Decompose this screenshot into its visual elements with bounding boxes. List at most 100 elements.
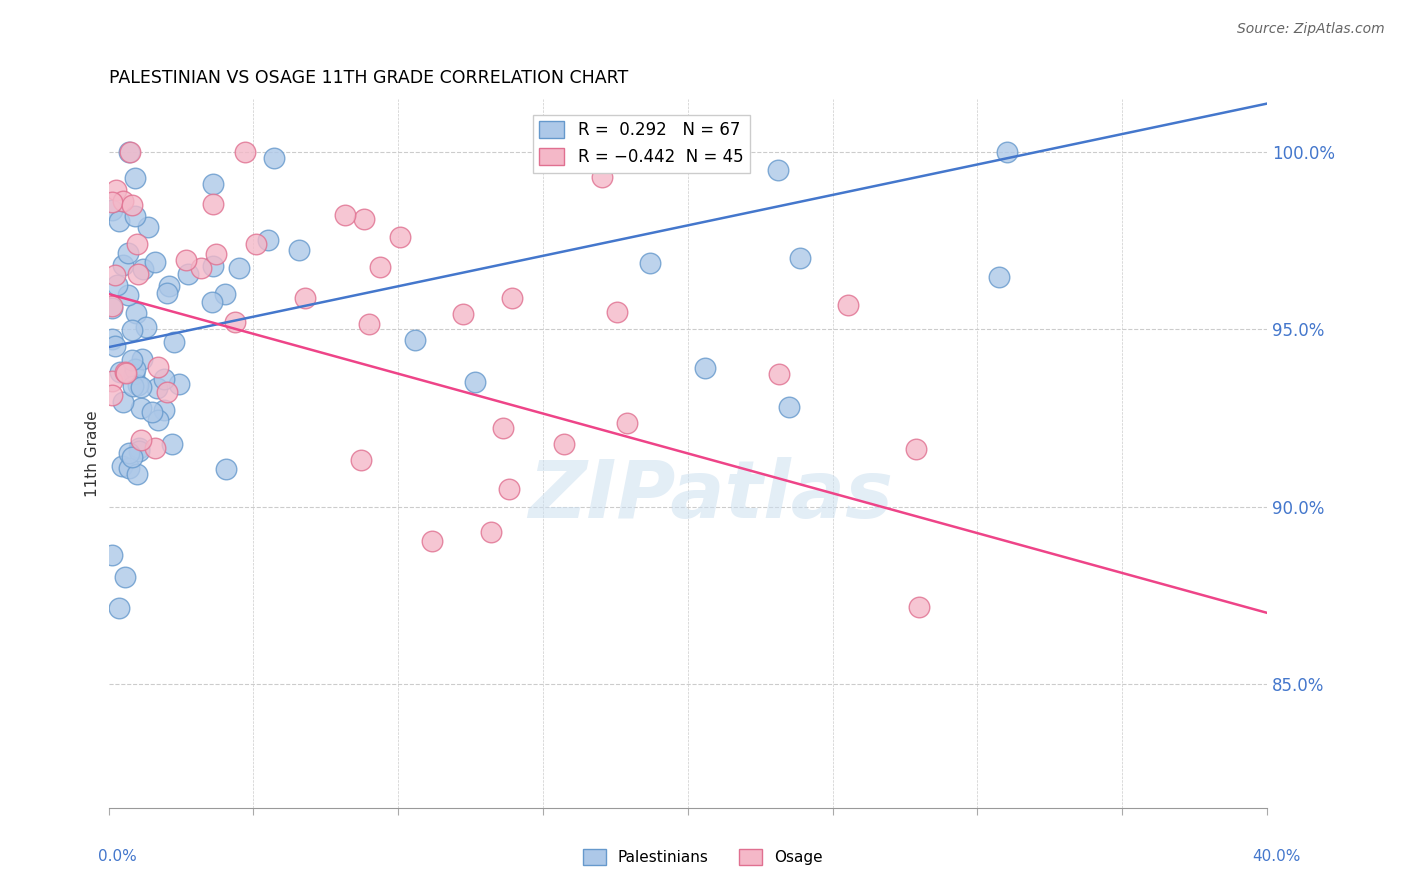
- Point: [129, 401, 152, 415]
- Text: Source: ZipAtlas.com: Source: ZipAtlas.com: [1237, 22, 1385, 37]
- Point: [693, 361, 716, 376]
- Point: [200, 295, 222, 310]
- Point: [156, 384, 179, 399]
- Point: [125, 236, 148, 251]
- Point: [100, 388, 122, 402]
- Point: [153, 372, 176, 386]
- Point: [422, 534, 444, 549]
- Point: [616, 416, 638, 430]
- Point: [129, 380, 152, 394]
- Point: [153, 402, 176, 417]
- Point: [157, 278, 180, 293]
- Point: [128, 443, 150, 458]
- Point: [214, 286, 236, 301]
- Point: [160, 437, 183, 451]
- Point: [143, 254, 166, 268]
- Point: [104, 339, 127, 353]
- Point: [368, 260, 391, 274]
- Point: [205, 247, 228, 261]
- Point: [491, 421, 513, 435]
- Point: [789, 251, 811, 265]
- Point: [233, 145, 256, 160]
- Point: [638, 256, 661, 270]
- Point: [768, 367, 790, 381]
- Point: [201, 178, 224, 192]
- Point: [995, 145, 1018, 160]
- Point: [125, 306, 148, 320]
- Point: [124, 209, 146, 223]
- Point: [114, 366, 136, 380]
- Point: [263, 151, 285, 165]
- Point: [118, 145, 141, 160]
- Text: ZIPatlas: ZIPatlas: [529, 457, 893, 535]
- Point: [108, 365, 131, 379]
- Point: [114, 366, 136, 380]
- Legend: Palestinians, Osage: Palestinians, Osage: [576, 843, 830, 871]
- Point: [112, 258, 135, 272]
- Y-axis label: 11th Grade: 11th Grade: [86, 410, 100, 497]
- Point: [121, 323, 143, 337]
- Point: [169, 376, 191, 391]
- Point: [125, 467, 148, 482]
- Point: [141, 405, 163, 419]
- Point: [128, 441, 150, 455]
- Point: [228, 260, 250, 275]
- Point: [112, 194, 135, 209]
- Point: [245, 237, 267, 252]
- Point: [214, 461, 236, 475]
- Point: [100, 548, 122, 562]
- Point: [131, 351, 153, 366]
- Point: [146, 412, 169, 426]
- Point: [127, 267, 149, 281]
- Point: [190, 261, 212, 276]
- Point: [104, 268, 127, 282]
- Point: [553, 437, 575, 451]
- Point: [451, 307, 474, 321]
- Point: [118, 461, 141, 475]
- Text: 40.0%: 40.0%: [1253, 849, 1301, 864]
- Point: [117, 288, 139, 302]
- Point: [107, 214, 129, 228]
- Point: [163, 334, 186, 349]
- Point: [606, 305, 628, 319]
- Point: [101, 299, 124, 313]
- Point: [129, 434, 152, 448]
- Point: [111, 458, 134, 473]
- Point: [101, 332, 124, 346]
- Point: [111, 395, 134, 409]
- Point: [132, 261, 155, 276]
- Point: [100, 194, 122, 209]
- Point: [202, 260, 225, 274]
- Point: [464, 375, 486, 389]
- Point: [121, 353, 143, 368]
- Point: [124, 361, 146, 376]
- Point: [118, 145, 141, 160]
- Point: [176, 267, 198, 281]
- Point: [766, 162, 789, 177]
- Point: [100, 375, 122, 389]
- Point: [388, 230, 411, 244]
- Point: [908, 600, 931, 615]
- Point: [353, 212, 375, 227]
- Point: [156, 286, 179, 301]
- Point: [988, 269, 1011, 284]
- Point: [145, 381, 167, 395]
- Point: [100, 301, 122, 316]
- Point: [121, 197, 143, 211]
- Point: [333, 208, 356, 222]
- Point: [138, 219, 160, 234]
- Point: [121, 450, 143, 464]
- Point: [146, 359, 169, 374]
- Point: [256, 233, 278, 247]
- Point: [288, 243, 311, 257]
- Point: [108, 600, 131, 615]
- Point: [122, 367, 145, 381]
- Point: [114, 570, 136, 584]
- Point: [501, 291, 523, 305]
- Point: [202, 196, 225, 211]
- Point: [498, 482, 520, 496]
- Point: [101, 202, 124, 217]
- Point: [479, 524, 502, 539]
- Point: [121, 379, 143, 393]
- Point: [837, 298, 859, 312]
